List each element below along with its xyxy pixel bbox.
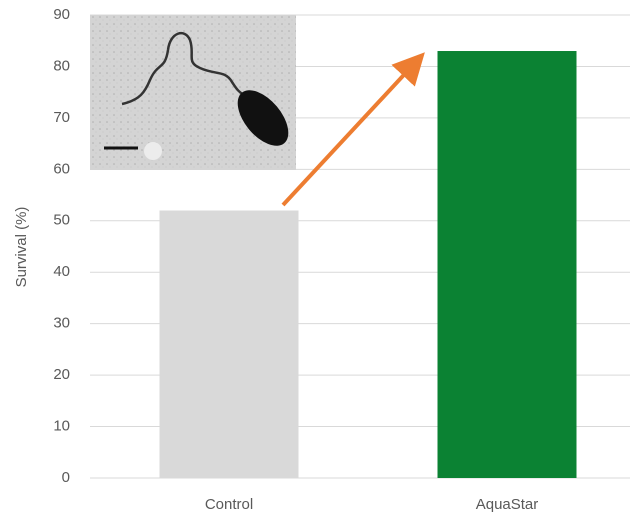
y-tick-label: 70 [53,109,70,126]
y-tick-label: 50 [53,212,70,229]
y-tick-label: 80 [53,57,70,74]
y-tick-label: 10 [53,418,70,435]
y-tick-label: 60 [53,160,70,177]
y-tick-label: 90 [53,6,70,23]
inset-artifact [144,142,162,160]
y-axis-label: Survival (%) [13,207,30,288]
y-tick-label: 30 [53,315,70,332]
y-tick-label: 0 [62,469,70,486]
y-tick-label: 20 [53,366,70,383]
micrograph-inset [90,15,298,170]
bar [438,51,577,478]
x-tick-label: AquaStar [476,496,539,513]
y-tick-label: 40 [53,263,70,280]
bar [160,210,299,478]
improvement-arrow [283,64,414,205]
x-tick-label: Control [205,496,253,513]
chart: Survival (%) 0 10 20 30 40 50 60 70 80 90 Control A… [0,0,634,520]
